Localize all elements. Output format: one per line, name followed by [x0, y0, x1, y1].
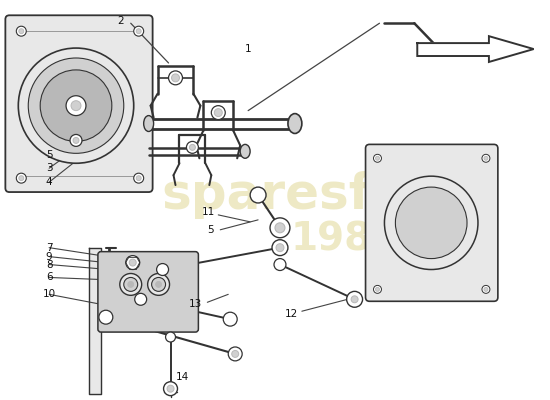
Circle shape: [134, 173, 144, 183]
Circle shape: [16, 173, 26, 183]
Circle shape: [136, 29, 141, 34]
Circle shape: [214, 109, 222, 116]
Circle shape: [73, 138, 79, 143]
Circle shape: [484, 287, 488, 291]
Text: 3: 3: [46, 163, 52, 173]
Circle shape: [70, 134, 82, 146]
Circle shape: [232, 350, 239, 357]
Polygon shape: [417, 36, 534, 62]
Circle shape: [274, 258, 286, 270]
Circle shape: [351, 296, 358, 303]
Circle shape: [134, 26, 144, 36]
Circle shape: [124, 278, 138, 291]
Text: 5: 5: [46, 150, 52, 160]
Text: 7: 7: [46, 243, 52, 253]
Circle shape: [156, 282, 162, 287]
FancyBboxPatch shape: [366, 144, 498, 301]
Circle shape: [376, 156, 380, 160]
Circle shape: [166, 332, 175, 342]
Circle shape: [270, 218, 290, 238]
Text: 12: 12: [285, 309, 299, 319]
Circle shape: [395, 187, 467, 258]
Ellipse shape: [288, 114, 302, 134]
Circle shape: [276, 244, 284, 252]
Circle shape: [275, 223, 285, 233]
FancyBboxPatch shape: [98, 252, 199, 332]
Circle shape: [482, 286, 490, 293]
Circle shape: [384, 176, 478, 270]
Circle shape: [128, 282, 134, 287]
Circle shape: [18, 48, 134, 163]
Circle shape: [66, 96, 86, 116]
Circle shape: [172, 74, 179, 82]
Text: 5: 5: [207, 225, 213, 235]
Circle shape: [28, 58, 124, 153]
Circle shape: [211, 106, 226, 120]
Circle shape: [272, 240, 288, 256]
Circle shape: [152, 278, 166, 291]
Circle shape: [168, 71, 183, 85]
Circle shape: [373, 286, 382, 293]
Circle shape: [71, 101, 81, 111]
Circle shape: [126, 256, 140, 270]
Circle shape: [482, 154, 490, 162]
Circle shape: [189, 144, 195, 150]
Ellipse shape: [144, 116, 153, 132]
Circle shape: [19, 176, 24, 181]
Circle shape: [135, 293, 147, 305]
Circle shape: [186, 142, 199, 153]
Text: 9: 9: [46, 252, 52, 262]
FancyBboxPatch shape: [6, 15, 152, 192]
Circle shape: [163, 382, 178, 396]
Text: 10: 10: [42, 289, 56, 299]
Circle shape: [120, 274, 142, 295]
Polygon shape: [89, 248, 101, 394]
Circle shape: [40, 70, 112, 142]
Text: 2: 2: [118, 16, 124, 26]
Circle shape: [99, 310, 113, 324]
Text: 8: 8: [46, 260, 52, 270]
Circle shape: [484, 156, 488, 160]
Circle shape: [157, 264, 168, 276]
Circle shape: [250, 187, 266, 203]
Text: 1: 1: [245, 44, 251, 54]
Circle shape: [16, 26, 26, 36]
Circle shape: [136, 176, 141, 181]
Text: 1985: 1985: [290, 221, 399, 259]
Circle shape: [147, 274, 169, 295]
Text: 14: 14: [176, 372, 189, 382]
Circle shape: [129, 259, 136, 266]
Circle shape: [223, 312, 237, 326]
Circle shape: [167, 385, 174, 392]
Text: sparesfiles: sparesfiles: [161, 171, 469, 219]
Ellipse shape: [240, 144, 250, 158]
Circle shape: [228, 347, 242, 361]
Text: 4: 4: [46, 177, 52, 187]
Circle shape: [373, 154, 382, 162]
Circle shape: [19, 29, 24, 34]
Circle shape: [376, 287, 380, 291]
Circle shape: [346, 291, 362, 307]
Text: 6: 6: [46, 272, 52, 282]
Text: 13: 13: [189, 299, 202, 309]
Text: 11: 11: [202, 207, 215, 217]
